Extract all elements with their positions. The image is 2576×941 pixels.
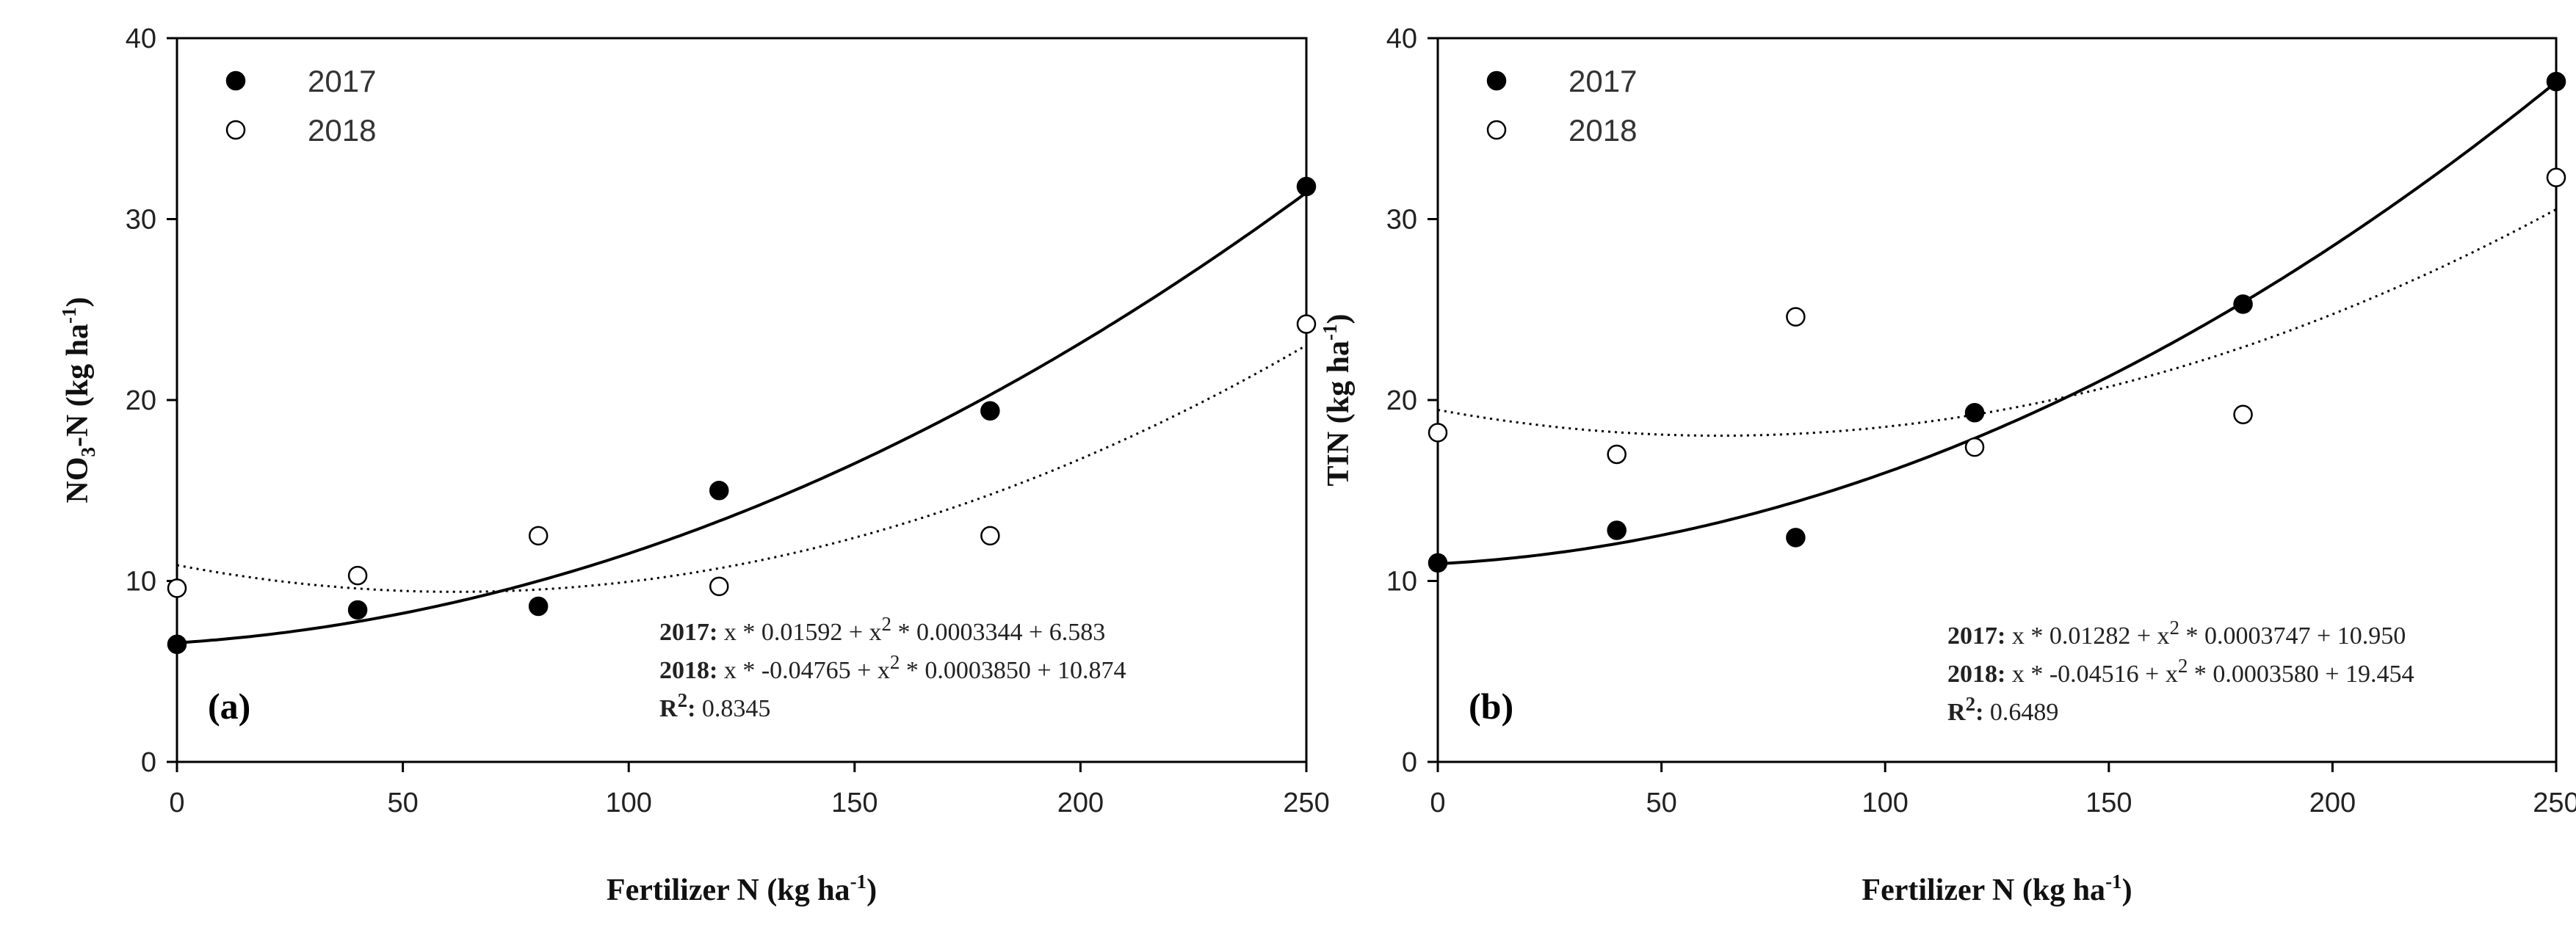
y-tick-label: 20 bbox=[126, 385, 156, 416]
y-tick-label: 40 bbox=[126, 23, 156, 54]
equation-2: R2: 0.6489 bbox=[1947, 693, 2058, 726]
y-tick-label: 0 bbox=[1402, 747, 1417, 778]
data-point-2017 bbox=[1607, 520, 1627, 540]
data-point-2017 bbox=[1296, 176, 1317, 197]
panel-label: (b) bbox=[1469, 686, 1513, 727]
y-tick-label: 40 bbox=[1386, 23, 1417, 54]
legend-label-2018: 2018 bbox=[1569, 113, 1637, 148]
fit-curve-2018 bbox=[176, 344, 1307, 593]
data-point-2017 bbox=[980, 401, 1000, 421]
data-point-2018 bbox=[1296, 314, 1317, 334]
data-point-2017 bbox=[167, 634, 187, 655]
chart-panel-a: 0 50 100 150 200 250 0 10 20 30 40 Fertilizer N (kg… bbox=[58, 23, 1330, 907]
fit-curve-2017 bbox=[1437, 81, 2558, 566]
data-point-2018 bbox=[980, 526, 1000, 546]
x-tick-label: 200 bbox=[2309, 788, 2356, 818]
fit-curve-2017 bbox=[176, 191, 1308, 644]
data-point-2018 bbox=[1428, 423, 1448, 443]
legend-marker-2018 bbox=[1486, 120, 1507, 140]
panel-label: (a) bbox=[208, 686, 250, 727]
legend-label-2017: 2017 bbox=[1569, 64, 1637, 98]
equation-1: 2018: x * -0.04765 + x2 * 0.0003850 + 10… bbox=[659, 651, 1126, 684]
x-tick-label: 0 bbox=[169, 788, 184, 818]
legend-label-2017: 2017 bbox=[308, 64, 376, 98]
x-tick-label: 50 bbox=[1646, 788, 1676, 818]
data-point-2017 bbox=[1428, 553, 1448, 573]
x-tick-label: 150 bbox=[831, 788, 878, 818]
data-point-2017 bbox=[2546, 71, 2566, 92]
fit-curve-2018 bbox=[1437, 208, 2557, 437]
x-tick-label: 100 bbox=[605, 788, 651, 818]
x-tick-label: 250 bbox=[2533, 788, 2576, 818]
data-point-2018 bbox=[1964, 437, 1985, 457]
y-tick-label: 20 bbox=[1386, 385, 1417, 416]
data-point-2017 bbox=[347, 600, 368, 620]
data-point-2018 bbox=[1607, 444, 1627, 465]
legend-marker-2018 bbox=[225, 120, 246, 140]
x-tick-label: 50 bbox=[387, 788, 418, 818]
legend-marker-2017 bbox=[1486, 70, 1507, 91]
data-point-2018 bbox=[2233, 404, 2253, 424]
equation-0: 2017: x * 0.01592 + x2 * 0.0003344 + 6.5… bbox=[659, 613, 1105, 646]
x-tick-label: 0 bbox=[1430, 788, 1445, 818]
data-point-2017 bbox=[2233, 294, 2253, 314]
x-axis-title: Fertilizer N (kg ha-1) bbox=[1862, 871, 2132, 907]
data-point-2018 bbox=[709, 576, 729, 597]
y-tick-label: 10 bbox=[126, 567, 156, 597]
data-point-2018 bbox=[528, 526, 549, 546]
data-point-2018 bbox=[347, 565, 368, 586]
data-point-2018 bbox=[1786, 307, 1806, 327]
y-tick-label: 30 bbox=[1386, 205, 1417, 236]
data-point-2017 bbox=[709, 481, 729, 501]
x-tick-label: 100 bbox=[1862, 788, 1908, 818]
x-tick-label: 150 bbox=[2085, 788, 2132, 818]
y-axis-title: NO3-N (kg ha-1) bbox=[58, 297, 99, 503]
equation-2: R2: 0.8345 bbox=[659, 689, 770, 722]
x-axis-title: Fertilizer N (kg ha-1) bbox=[607, 871, 877, 907]
data-point-2017 bbox=[528, 596, 549, 617]
legend-marker-2017 bbox=[225, 70, 246, 91]
x-tick-label: 250 bbox=[1283, 788, 1329, 818]
data-point-2018 bbox=[2546, 167, 2566, 188]
data-point-2017 bbox=[1964, 403, 1985, 423]
y-tick-label: 30 bbox=[126, 205, 156, 236]
data-point-2017 bbox=[1786, 528, 1806, 548]
y-axis-title: TIN (kg ha-1) bbox=[1319, 314, 1356, 487]
equation-1: 2018: x * -0.04516 + x2 * 0.0003580 + 19… bbox=[1947, 655, 2414, 688]
y-tick-label: 10 bbox=[1386, 567, 1417, 597]
data-point-2018 bbox=[167, 578, 187, 598]
y-tick-label: 0 bbox=[141, 747, 156, 778]
legend-label-2018: 2018 bbox=[308, 113, 376, 148]
x-tick-label: 200 bbox=[1057, 788, 1104, 818]
equation-0: 2017: x * 0.01282 + x2 * 0.0003747 + 10.… bbox=[1947, 617, 2406, 650]
chart-panel-b: 0 50 100 150 200 250 0 10 20 30 40 Fertilizer N (kg… bbox=[1319, 23, 2576, 907]
